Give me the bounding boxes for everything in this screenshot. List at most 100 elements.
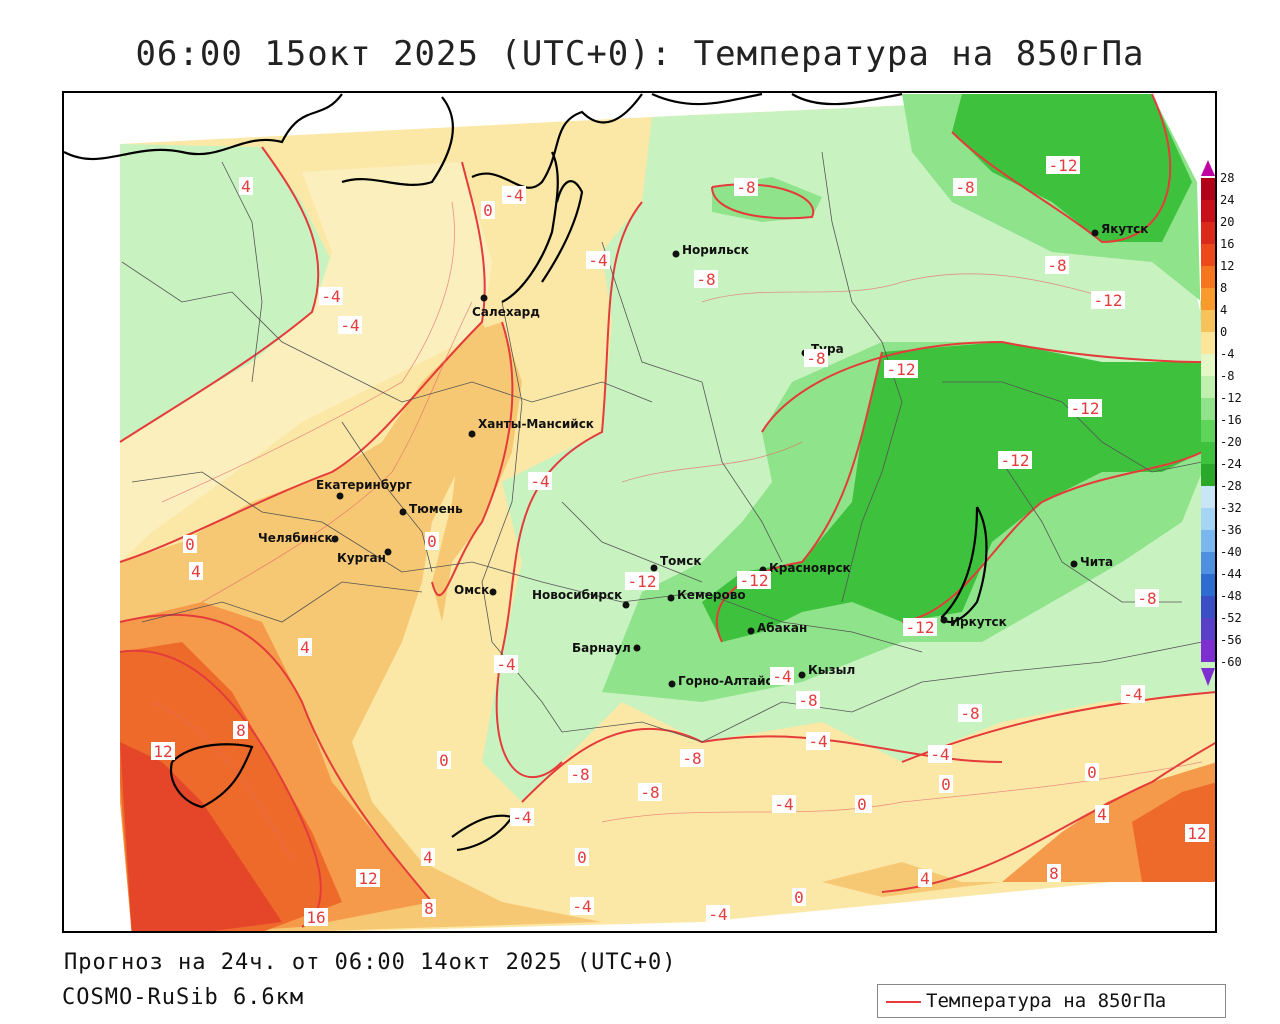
colorbar-tick-label: -28 xyxy=(1220,479,1242,493)
contour-label: -4 xyxy=(586,251,610,270)
colorbar-tick-label: -8 xyxy=(1220,369,1234,383)
contour-label: -4 xyxy=(528,472,552,491)
svg-text:Омск: Омск xyxy=(454,583,489,597)
svg-text:Чита: Чита xyxy=(1080,555,1113,569)
colorbar: 28 24 20 16 12 8 4 0 -4 -8 -12 -16 -20 -24 -28 -32 -36 -4… xyxy=(1201,160,1242,686)
svg-text:Абакан: Абакан xyxy=(757,621,807,635)
contour-label: 0 xyxy=(437,751,451,770)
colorbar-cell xyxy=(1201,552,1215,574)
contour-label: 0 xyxy=(425,532,439,551)
contour-label: 12 xyxy=(356,869,380,888)
city-novosibirsk: Новосибирск xyxy=(532,588,630,609)
contour-label: 8 xyxy=(234,721,248,740)
colorbar-tick-label: -48 xyxy=(1220,589,1242,603)
svg-text:Екатеринбург: Екатеринбург xyxy=(316,478,412,492)
svg-text:-4: -4 xyxy=(772,667,791,686)
svg-text:-12: -12 xyxy=(740,571,769,590)
city-norilsk: Норильск xyxy=(672,243,749,258)
colorbar-tick-label: -44 xyxy=(1220,567,1242,581)
contour-label: -8 xyxy=(1135,589,1159,608)
contour-label: -4 xyxy=(510,808,534,827)
colorbar-tick-label: 16 xyxy=(1220,237,1234,251)
contour-label: 0 xyxy=(939,775,953,794)
svg-text:0: 0 xyxy=(427,532,437,551)
contour-label: 8 xyxy=(1047,864,1061,883)
city-krasnoyarsk: Красноярск xyxy=(759,561,851,575)
city-salekhard: Салехард xyxy=(472,294,540,319)
svg-text:4: 4 xyxy=(423,848,433,867)
colorbar-cell xyxy=(1201,508,1215,530)
forecast-info: Прогноз на 24ч. от 06:00 14окт 2025 (UTC… xyxy=(64,950,677,975)
colorbar-tick-label: -36 xyxy=(1220,523,1242,537)
svg-text:12: 12 xyxy=(1187,824,1206,843)
contour-label: -8 xyxy=(1045,256,1069,275)
svg-text:0: 0 xyxy=(1087,763,1097,782)
contour-label: -4 xyxy=(338,316,362,335)
city-irkutsk: Иркутск xyxy=(940,615,1007,629)
colorbar-cell xyxy=(1201,332,1215,354)
contour-label: -4 xyxy=(770,667,794,686)
city-abakan: Абакан xyxy=(747,621,807,635)
city-tyumen: Тюмень xyxy=(399,502,463,516)
contour-label: -8 xyxy=(680,749,704,768)
contour-label: 4 xyxy=(918,869,932,888)
svg-text:4: 4 xyxy=(1097,805,1107,824)
svg-text:-4: -4 xyxy=(930,745,949,764)
temperature-field xyxy=(120,94,1215,931)
svg-text:-4: -4 xyxy=(496,655,515,674)
colorbar-tick-label: -4 xyxy=(1220,347,1234,361)
svg-text:0: 0 xyxy=(185,535,195,554)
contour-label: -4 xyxy=(570,897,594,916)
contour-label: 4 xyxy=(298,638,312,657)
colorbar-tick-label: -12 xyxy=(1220,391,1242,405)
temperature-map: Салехард Норильск Якутск Тура Ханты-Манс… xyxy=(62,91,1217,933)
contour-label: -12 xyxy=(1091,291,1125,310)
contour-label: 0 xyxy=(855,795,869,814)
contour-label: -8 xyxy=(953,178,977,197)
city-omsk: Омск xyxy=(454,583,497,597)
svg-text:-4: -4 xyxy=(572,897,591,916)
colorbar-cell xyxy=(1201,178,1215,200)
colorbar-cell xyxy=(1201,288,1215,310)
city-kyzyl: Кызыл xyxy=(798,663,855,679)
colorbar-tick-label: -24 xyxy=(1220,457,1242,471)
city-chelyabinsk: Челябинск xyxy=(258,531,339,545)
contour-label: -4 xyxy=(928,745,952,764)
colorbar-tick-label: 24 xyxy=(1220,193,1234,207)
svg-text:4: 4 xyxy=(191,562,201,581)
svg-text:Ханты-Мансийск: Ханты-Мансийск xyxy=(478,417,594,431)
colorbar-tick-label: -60 xyxy=(1220,655,1242,669)
svg-text:4: 4 xyxy=(300,638,310,657)
svg-text:Норильск: Норильск xyxy=(682,243,749,257)
contour-label: -12 xyxy=(884,360,918,379)
svg-text:-8: -8 xyxy=(955,178,974,197)
svg-text:Тюмень: Тюмень xyxy=(409,502,463,516)
colorbar-tick-label: 28 xyxy=(1220,171,1234,185)
svg-text:-8: -8 xyxy=(696,270,715,289)
svg-text:0: 0 xyxy=(439,751,449,770)
svg-text:Кемерово: Кемерово xyxy=(677,588,746,602)
borders xyxy=(121,151,1203,743)
city-kurgan: Курган xyxy=(337,548,392,565)
contour-label: -8 xyxy=(734,178,758,197)
contour-label: -8 xyxy=(958,704,982,723)
contour-label: 12 xyxy=(1185,824,1209,843)
svg-text:-4: -4 xyxy=(588,251,607,270)
contour-label: 0 xyxy=(1085,763,1099,782)
colorbar-cell xyxy=(1201,442,1215,464)
cities: Салехард Норильск Якутск Тура Ханты-Манс… xyxy=(258,222,1148,688)
contour-label: -4 xyxy=(772,795,796,814)
city-khanty-mansiysk: Ханты-Мансийск xyxy=(468,417,594,438)
contour-label: -8 xyxy=(638,783,662,802)
contour-label: -12 xyxy=(903,618,937,637)
contour-label: -12 xyxy=(1068,399,1102,418)
colorbar-bottom-arrow xyxy=(1201,668,1215,686)
svg-text:-12: -12 xyxy=(1094,291,1123,310)
svg-text:-12: -12 xyxy=(1001,451,1030,470)
svg-text:8: 8 xyxy=(424,899,434,918)
colorbar-cell xyxy=(1201,574,1215,596)
svg-text:4: 4 xyxy=(241,177,251,196)
svg-text:-4: -4 xyxy=(340,316,359,335)
svg-text:16: 16 xyxy=(306,908,325,927)
contour-label: 0 xyxy=(481,201,495,220)
